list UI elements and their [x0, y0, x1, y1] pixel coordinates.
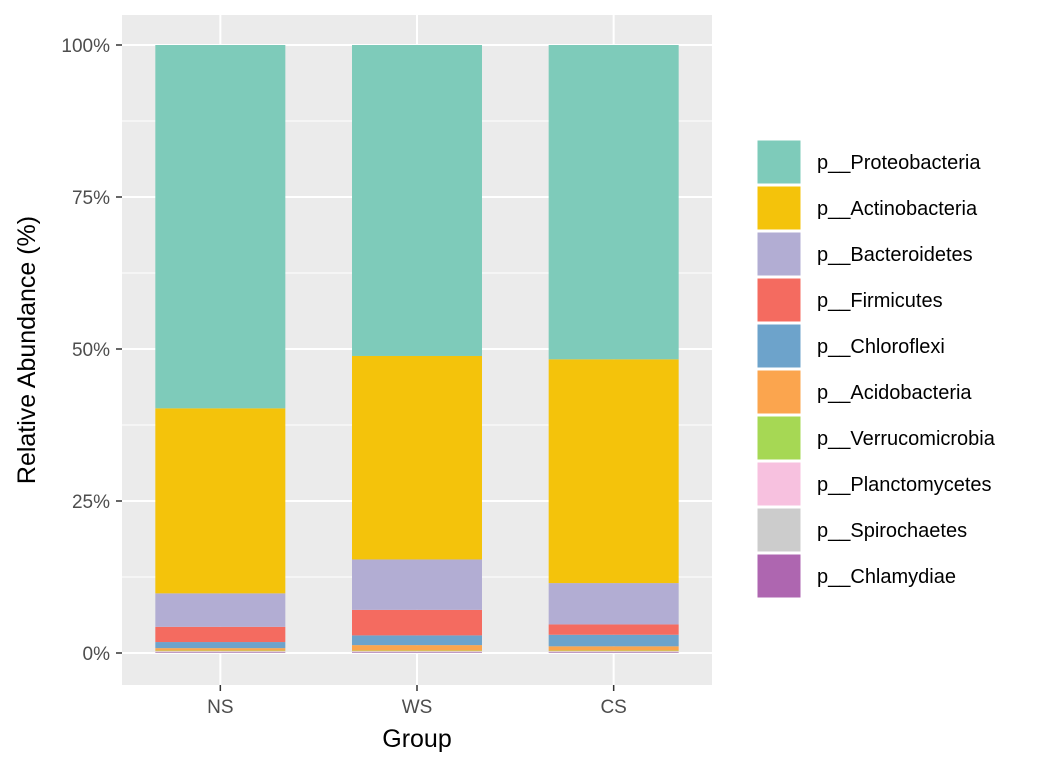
legend-label: p__Bacteroidetes: [817, 244, 973, 266]
bar-segment: [548, 646, 679, 651]
bar-segment: [352, 635, 482, 646]
legend-key: [756, 231, 802, 277]
x-tick-label: WS: [402, 697, 433, 718]
bar-segment: [352, 645, 482, 651]
legend-label: p__Chlamydiae: [817, 566, 956, 588]
bar-segment: [155, 652, 286, 653]
legend-label: p__Actinobacteria: [817, 198, 978, 220]
bar-segment: [548, 652, 679, 653]
legend-label: p__Spirochaetes: [817, 520, 967, 542]
legend-key: [756, 277, 802, 323]
legend-key: [756, 415, 802, 461]
legend-label: p__Planctomycetes: [817, 474, 992, 496]
bars: [155, 45, 679, 653]
y-tick-label: 100%: [61, 36, 110, 57]
y-tick-label: 75%: [72, 188, 110, 209]
legend-key: [756, 323, 802, 369]
bar-segment: [352, 609, 482, 636]
legend-label: p__Verrucomicrobia: [817, 428, 996, 450]
x-tick-label: CS: [600, 697, 626, 718]
legend-key: [756, 185, 802, 231]
bar-segment: [155, 593, 286, 627]
legend-label: p__Acidobacteria: [817, 382, 972, 404]
bar-segment: [155, 650, 286, 652]
bar-segment: [352, 652, 482, 653]
legend-key: [756, 553, 802, 599]
bar-segment: [155, 626, 286, 643]
y-tick-label: 0%: [83, 644, 111, 665]
y-tick-label: 25%: [72, 492, 110, 513]
bar-segment: [548, 583, 679, 625]
bar-segment: [155, 651, 286, 652]
bar-segment: [352, 650, 482, 652]
bar-segment: [548, 359, 679, 584]
legend-key: [756, 369, 802, 415]
bar-segment: [155, 408, 286, 594]
legend-label: p__Proteobacteria: [817, 152, 981, 174]
bar-segment: [548, 45, 679, 360]
x-axis: NS WS CS: [207, 685, 627, 718]
y-tick-label: 50%: [72, 340, 110, 361]
bar-segment: [548, 650, 679, 652]
y-axis-title: Relative Abundance (%): [13, 216, 41, 484]
bar-segment: [155, 45, 286, 409]
bar-segment: [155, 648, 286, 651]
legend: p__Proteobacteria p__Actinobacteria p__Bac…: [756, 139, 996, 599]
bar-segment: [155, 642, 286, 649]
bar-segment: [352, 559, 482, 610]
legend-key: [756, 507, 802, 553]
bar-segment: [352, 355, 482, 560]
x-axis-title: Group: [382, 725, 451, 753]
bar-segment: [548, 651, 679, 653]
x-tick-label: NS: [207, 697, 233, 718]
y-axis: 0% 25% 50% 75% 100%: [61, 36, 122, 665]
bar-segment: [352, 651, 482, 653]
bar-segment: [548, 624, 679, 635]
legend-key: [756, 139, 802, 185]
legend-label: p__Firmicutes: [817, 290, 943, 312]
legend-label: p__Chloroflexi: [817, 336, 945, 358]
legend-key: [756, 461, 802, 507]
bar-segment: [352, 45, 482, 356]
bar-segment: [352, 651, 482, 652]
bar-segment: [155, 651, 286, 653]
bar-segment: [548, 634, 679, 647]
bar-segment: [548, 651, 679, 652]
